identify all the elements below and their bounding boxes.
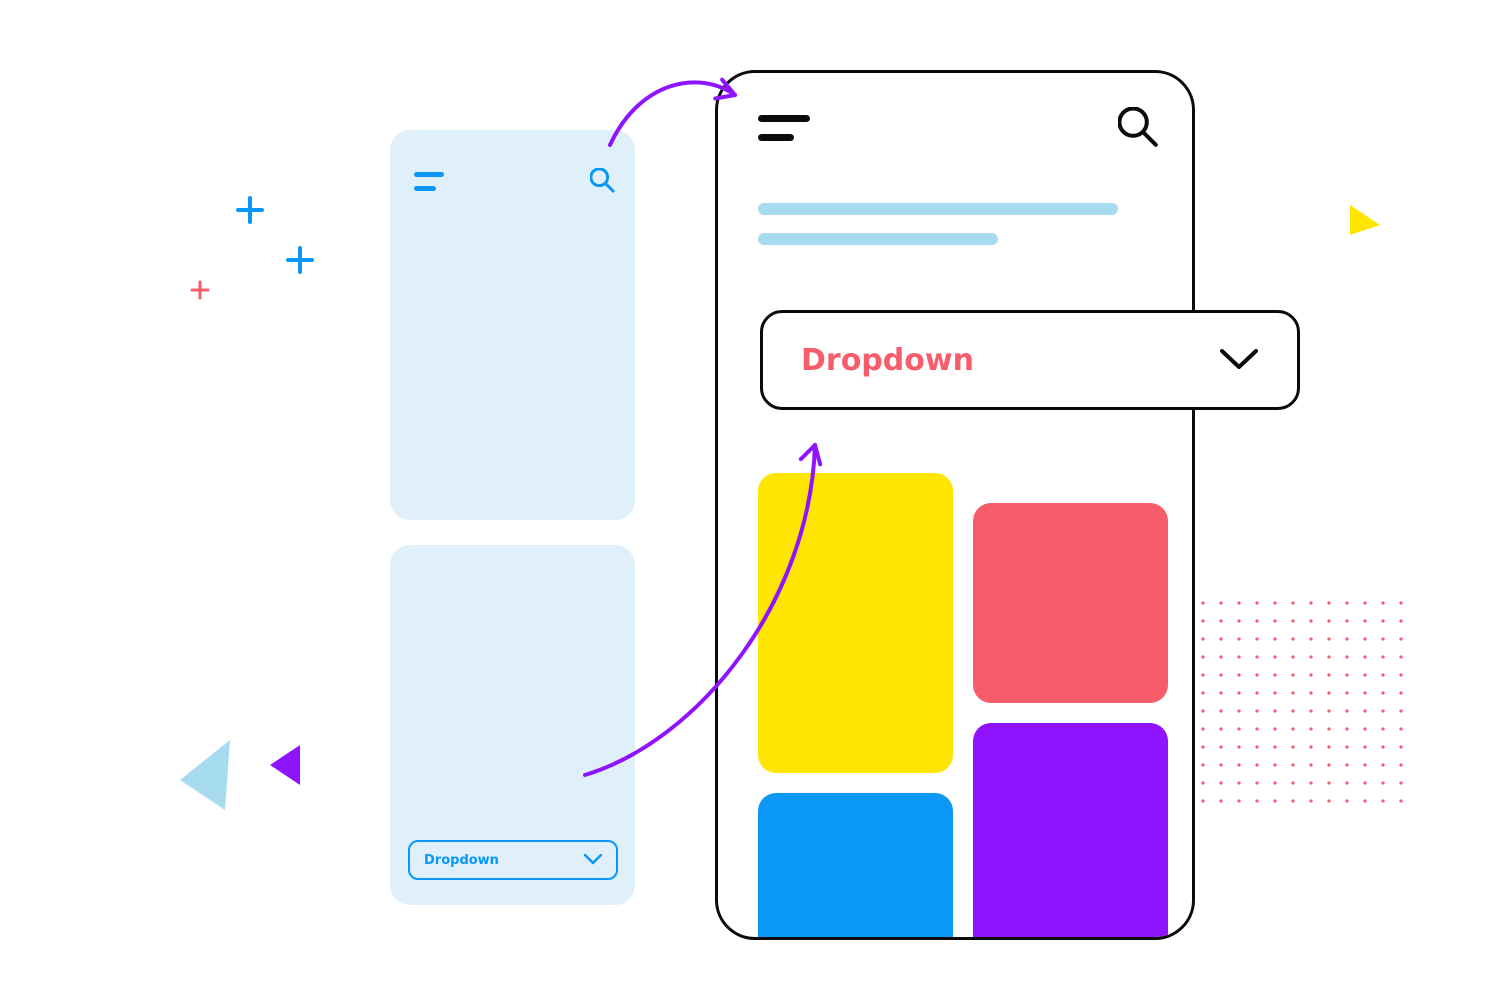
- illustration-stage: Dropdown Dropdown: [0, 0, 1500, 1004]
- arrow-connector: [0, 0, 1500, 1004]
